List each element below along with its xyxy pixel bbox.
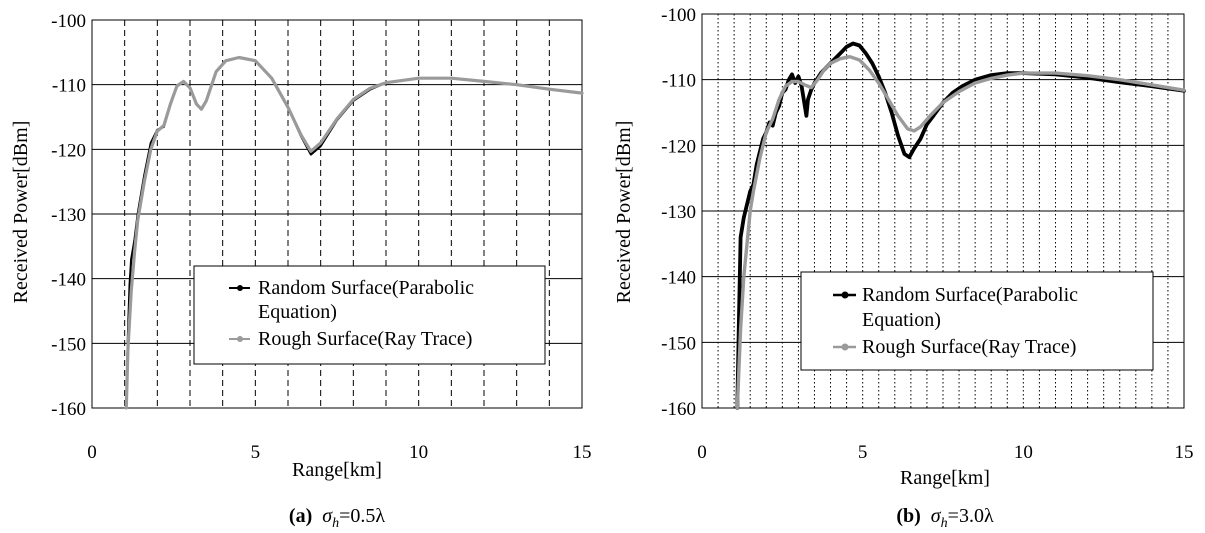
y-tick-label: -100 <box>51 11 86 32</box>
y-tick-label: -150 <box>51 334 86 355</box>
caption-subscript-b: h <box>941 516 948 528</box>
x-tick-label: 10 <box>409 442 428 463</box>
y-axis-label-b: Received Power[dBm] <box>613 121 635 304</box>
legend-label-pe-b-line1: Random Surface(Parabolic <box>862 284 1078 306</box>
legend-b: Random Surface(Parabolic Equation) Rough… <box>800 271 1154 371</box>
y-axis-label-a: Received Power[dBm] <box>10 121 32 304</box>
x-tick-label: 15 <box>1175 442 1194 463</box>
series-group-b <box>735 41 1186 410</box>
x-axis-label-b: Range[km] <box>900 467 990 489</box>
y-tick-label: -140 <box>51 270 86 291</box>
chart-panel-a: -160 -150 -140 -130 -120 -110 -100 0 5 10 15 Rece… <box>10 11 592 531</box>
x-tick-labels-a: 0 5 10 15 <box>87 442 591 463</box>
legend-label-rt-a: Rough Surface(Ray Trace) <box>258 328 472 350</box>
series-line-ray-trace <box>124 55 584 410</box>
y-tick-label: -110 <box>662 71 696 92</box>
y-tick-label: -160 <box>51 399 86 420</box>
caption-symbol-b: σ <box>931 505 942 527</box>
legend-marker-rt-b <box>841 343 849 351</box>
x-tick-label: 5 <box>251 442 261 463</box>
caption-label-a: (a) <box>289 505 312 527</box>
caption-a: (a) σh=0.5λ <box>289 505 385 528</box>
y-tick-label: -130 <box>661 202 696 223</box>
caption-b: (b) σh=3.0λ <box>896 505 994 528</box>
x-tick-label: 0 <box>697 442 707 463</box>
y-tick-label: -100 <box>661 5 696 26</box>
caption-value-b: =3.0λ <box>948 505 994 527</box>
y-tick-labels-a: -160 -150 -140 -130 -120 -110 -100 <box>51 11 86 420</box>
chart-panel-b: -160 -150 -140 -130 -120 -110 -100 0 5 10 15 Rece… <box>613 5 1194 531</box>
y-tick-labels-b: -160 -150 -140 -130 -120 -110 -100 <box>661 5 696 420</box>
legend-marker-rt-a <box>237 336 243 342</box>
legend-label-rt-b: Rough Surface(Ray Trace) <box>862 336 1076 358</box>
y-tick-label: -140 <box>661 268 696 289</box>
legend-marker-pe-b <box>841 291 849 299</box>
legend-box-b <box>800 271 1154 371</box>
plot-frame-a <box>91 19 583 409</box>
plot-frame-b <box>701 13 1185 409</box>
caption-label-b: (b) <box>896 505 920 527</box>
x-tick-label: 0 <box>87 442 97 463</box>
caption-subscript-a: h <box>332 516 339 528</box>
x-tick-label: 15 <box>573 442 592 463</box>
x-tick-labels-b: 0 5 10 15 <box>697 442 1193 463</box>
caption-value-a: =0.5λ <box>339 505 385 527</box>
legend-a: Random Surface(Parabolic Equation) Rough… <box>193 265 546 365</box>
x-tick-label: 5 <box>858 442 868 463</box>
legend-label-pe-a-line1: Random Surface(Parabolic <box>258 277 474 299</box>
y-tick-label: -120 <box>51 140 86 161</box>
x-tick-label: 10 <box>1014 442 1033 463</box>
y-tick-label: -150 <box>661 333 696 354</box>
legend-marker-pe-a <box>237 285 243 291</box>
caption-symbol-a: σ <box>322 505 333 527</box>
y-tick-label: -120 <box>661 136 696 157</box>
legend-box-a <box>193 265 546 365</box>
series-line-ray-trace <box>735 55 1186 410</box>
y-tick-label: -110 <box>52 76 86 97</box>
x-axis-label-a: Range[km] <box>292 459 382 481</box>
y-tick-label: -160 <box>661 399 696 420</box>
legend-label-pe-a-line2: Equation) <box>258 301 337 323</box>
y-tick-label: -130 <box>51 205 86 226</box>
series-group-a <box>124 55 584 410</box>
legend-label-pe-b-line2: Equation) <box>862 309 941 331</box>
